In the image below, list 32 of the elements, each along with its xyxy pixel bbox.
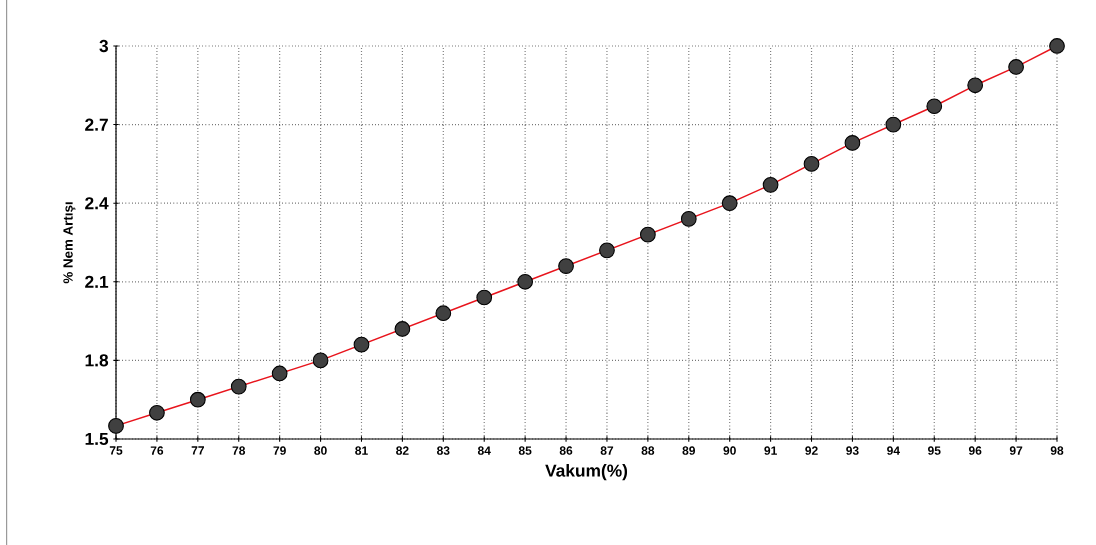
x-tick-label: 96 — [968, 446, 982, 455]
x-tick-label: 75 — [109, 446, 123, 455]
y-tick-label: 2.7 — [85, 118, 108, 131]
y-tick-label: 2.1 — [85, 275, 109, 288]
x-tick-label: 78 — [232, 446, 246, 455]
x-tick-label: 92 — [805, 446, 818, 455]
y-axis-title: % Nem Artışı — [63, 202, 76, 284]
x-tick-label: 89 — [682, 446, 696, 455]
x-tick-label: 98 — [1050, 446, 1064, 455]
x-tick-label: 84 — [477, 446, 491, 455]
x-tick-label: 97 — [1009, 446, 1023, 455]
x-tick-label: 94 — [887, 446, 900, 455]
y-tick-label: 1.8 — [85, 354, 109, 367]
x-tick-label: 85 — [518, 446, 532, 455]
x-tick-label: 90 — [723, 446, 736, 455]
x-tick-label: 77 — [191, 446, 204, 455]
y-tick-label: 2.4 — [85, 197, 109, 210]
x-tick-label: 82 — [396, 446, 409, 455]
x-tick-label: 93 — [846, 446, 859, 455]
x-axis-title: Vakum(%) — [545, 464, 628, 481]
x-tick-label: 79 — [273, 446, 286, 455]
y-tick-label: 3 — [99, 39, 109, 53]
x-tick-label: 88 — [641, 446, 655, 455]
x-tick-label: 83 — [437, 446, 450, 455]
x-tick-label: 86 — [559, 446, 573, 455]
y-tick-label: 1.5 — [85, 432, 109, 446]
x-tick-label: 80 — [314, 446, 327, 455]
x-tick-label: 95 — [928, 446, 941, 455]
x-tick-label: 81 — [355, 446, 368, 455]
x-tick-label: 87 — [600, 446, 614, 455]
x-tick-label: 76 — [150, 446, 164, 455]
x-tick-label: 91 — [764, 446, 777, 455]
